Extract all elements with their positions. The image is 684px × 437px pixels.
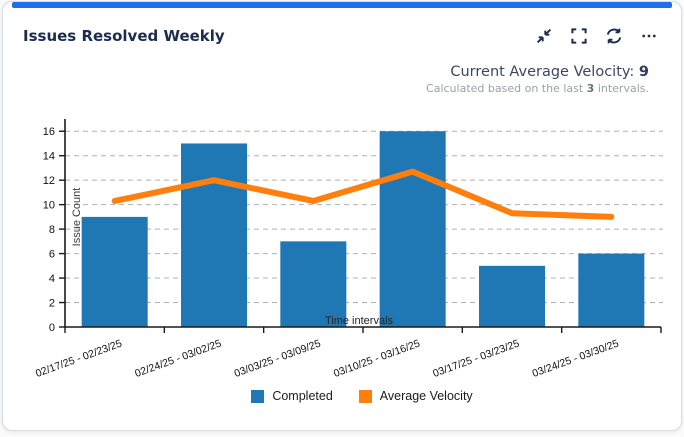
widget-card: 0 2 4 6 8 10 12 14 16 02/17/25 - 02/23/25 02/24/25… [2, 1, 682, 431]
completed-bar-5[interactable] [578, 253, 645, 327]
y-tick-label: 8 [49, 224, 55, 236]
velocity-label: Current Average Velocity: 9 [450, 64, 649, 80]
legend-swatch [358, 389, 372, 403]
more-button[interactable] [637, 24, 661, 48]
refresh-icon [606, 28, 622, 44]
velocity-value: 9 [638, 64, 649, 80]
legend-item-average-velocity[interactable]: Average Velocity [358, 389, 473, 403]
widget-toolbar [532, 24, 661, 48]
y-tick-label: 14 [43, 151, 55, 163]
fullscreen-button[interactable] [567, 24, 591, 48]
completed-bar-4[interactable] [479, 265, 545, 327]
y-tick-label: 4 [49, 273, 55, 285]
velocity-note: Calculated based on the last 3 intervals… [426, 82, 649, 95]
y-tick-label: 2 [49, 298, 55, 310]
collapse-button[interactable] [532, 24, 556, 48]
widget-title: Issues Resolved Weekly [23, 27, 225, 45]
y-tick-label: 16 [43, 126, 55, 138]
issues-resolved-chart[interactable]: 0 2 4 6 8 10 12 14 16 02/17/25 - 02/23/25 02/24/25… [3, 2, 682, 431]
legend-label: Completed [272, 389, 333, 403]
velocity-summary: Current Average Velocity: 9 Calculated b… [426, 64, 649, 95]
legend-swatch [251, 389, 265, 403]
chart-legend: Completed Average Velocity [43, 389, 681, 403]
completed-bar-0[interactable] [81, 216, 148, 327]
velocity-note-value: 3 [586, 82, 595, 95]
collapse-icon [536, 28, 552, 44]
y-tick-label: 12 [43, 175, 55, 187]
completed-bar-1[interactable] [181, 143, 247, 327]
y-tick-label: 6 [49, 249, 55, 261]
x-tick-label: 03/24/25 - 03/30/25 [531, 337, 621, 379]
x-tick-label: 02/24/25 - 03/02/25 [133, 337, 223, 379]
x-axis-title: Time intervals [325, 315, 394, 327]
completed-bar-2[interactable] [280, 241, 347, 327]
card-accent-bar [12, 2, 672, 8]
x-tick-label: 03/10/25 - 03/16/25 [332, 337, 422, 379]
x-tick-label: 02/17/25 - 02/23/25 [34, 337, 124, 379]
more-icon [642, 34, 656, 38]
x-tick-label: 03/03/25 - 03/09/25 [233, 337, 323, 379]
y-axis-title: Issue Count [71, 188, 83, 247]
legend-item-completed[interactable]: Completed [251, 389, 333, 403]
fullscreen-icon [571, 28, 587, 44]
widget-header: Issues Resolved Weekly [23, 24, 661, 48]
chart-area[interactable]: 0 2 4 6 8 10 12 14 16 02/17/25 - 02/23/25 02/24/25… [3, 2, 681, 430]
y-tick-label: 10 [43, 200, 55, 212]
average-velocity-line[interactable] [111, 168, 615, 220]
y-tick-label: 0 [49, 322, 55, 334]
completed-bar-3[interactable] [379, 131, 446, 327]
x-tick-label: 03/17/25 - 03/23/25 [431, 337, 521, 379]
legend-label: Average Velocity [379, 389, 473, 403]
refresh-button[interactable] [602, 24, 626, 48]
